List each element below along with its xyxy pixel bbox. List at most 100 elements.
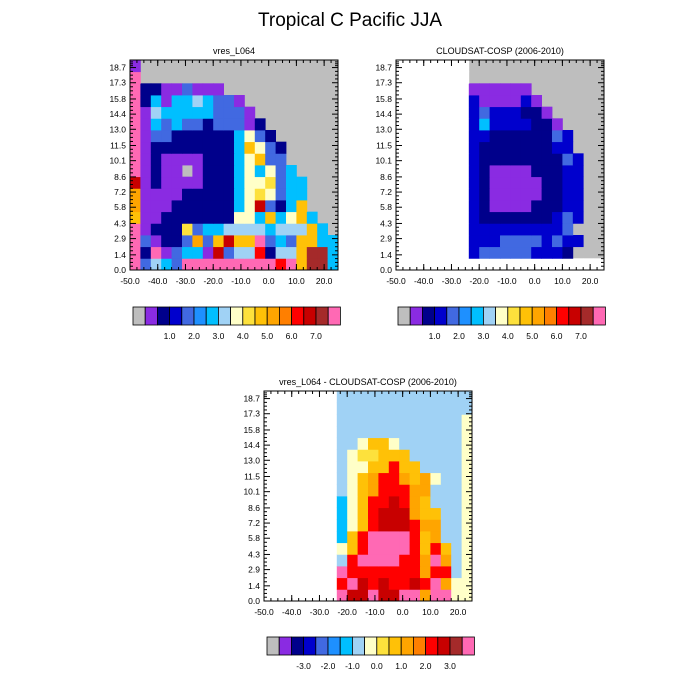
heatmap-cell <box>378 519 390 532</box>
colorbar-box <box>495 306 509 326</box>
heatmap-cell <box>202 83 214 96</box>
heatmap-cell <box>244 118 256 131</box>
heatmap-cell <box>368 391 379 404</box>
heatmap-cell <box>409 531 421 544</box>
heatmap-cell <box>171 165 183 178</box>
heatmap-cell <box>461 414 473 427</box>
heatmap-cell <box>427 106 438 119</box>
heatmap-cell <box>388 437 400 450</box>
colorbar-box <box>169 306 183 326</box>
y-tick-label: 8.6 <box>114 172 126 182</box>
heatmap-cell <box>552 246 563 259</box>
heatmap-cell <box>448 188 459 201</box>
heatmap-cell <box>182 118 193 131</box>
heatmap-cell <box>531 165 542 178</box>
heatmap-cell <box>531 200 542 213</box>
heatmap-cell <box>489 223 501 236</box>
colorbar-box <box>446 306 460 326</box>
heatmap-cell <box>451 449 462 462</box>
heatmap-cell <box>254 211 266 224</box>
heatmap-cell <box>416 246 428 259</box>
heatmap-cell <box>234 200 245 213</box>
heatmap-cell <box>500 130 511 143</box>
heatmap-cell <box>296 235 308 248</box>
x-tick-label: 20.0 <box>582 276 599 286</box>
heatmap-cell <box>416 71 428 84</box>
heatmap-cell <box>223 165 235 178</box>
heatmap-cell <box>489 200 501 213</box>
heatmap-cell <box>416 141 428 154</box>
heatmap-cell <box>357 577 369 590</box>
heatmap-cell <box>388 519 400 532</box>
heatmap-cell <box>347 577 358 590</box>
heatmap-cell <box>437 246 449 259</box>
heatmap-cell <box>357 519 369 532</box>
heatmap-cell <box>130 165 141 178</box>
y-tick-label: 11.5 <box>244 472 260 482</box>
heatmap-cell <box>378 589 390 602</box>
heatmap-cell <box>357 484 369 497</box>
heatmap-cell <box>347 414 358 427</box>
heatmap-cell <box>378 484 390 497</box>
heatmap-cell <box>347 554 358 567</box>
x-tick-label: -10.0 <box>231 276 251 286</box>
heatmap-cell <box>552 188 563 201</box>
colorbar-box <box>315 306 329 326</box>
heatmap-cell <box>388 554 400 567</box>
heatmap-cell <box>161 211 172 224</box>
heatmap-cell <box>552 223 563 236</box>
heatmap-cell <box>562 211 574 224</box>
heatmap-cell <box>437 130 449 143</box>
heatmap-cell <box>182 106 193 119</box>
heatmap-cell <box>347 449 358 462</box>
heatmap-cell <box>396 141 407 154</box>
heatmap-cell <box>368 496 379 509</box>
heatmap-cell <box>479 223 490 236</box>
heatmap-cell <box>140 246 152 259</box>
heatmap-cell <box>286 200 297 213</box>
heatmap-cell <box>430 589 442 602</box>
heatmap-cell <box>357 472 369 485</box>
heatmap-cell <box>368 484 379 497</box>
y-tick-label: 17.3 <box>375 78 392 88</box>
heatmap-cell <box>430 461 442 474</box>
colorbar-label: 4.0 <box>502 331 514 341</box>
heatmap-cell <box>234 95 245 108</box>
heatmap-cell <box>458 235 470 248</box>
heatmap-cells <box>396 60 605 271</box>
heatmap-cell <box>451 577 462 590</box>
heatmap-cell <box>479 153 490 166</box>
heatmap-cell <box>150 211 162 224</box>
heatmap-cell <box>541 106 553 119</box>
heatmap-cell <box>336 496 348 509</box>
heatmap-cell <box>336 542 348 555</box>
heatmap-cell <box>213 106 224 119</box>
heatmap-cell <box>468 200 480 213</box>
colorbar-label: 2.0 <box>188 331 200 341</box>
heatmap-cell <box>572 258 584 271</box>
heatmap-cell <box>479 246 490 259</box>
heatmap-cell <box>552 200 563 213</box>
heatmap-cell <box>489 211 501 224</box>
heatmap-cell <box>572 176 584 189</box>
heatmap-cell <box>510 258 522 271</box>
heatmap-cell <box>500 258 511 271</box>
heatmap-cell <box>275 235 287 248</box>
heatmap-cell <box>140 235 152 248</box>
x-tick-label: -10.0 <box>365 607 385 617</box>
heatmap-cell <box>430 531 442 544</box>
heatmap-cell <box>440 589 452 602</box>
heatmap-cell <box>368 577 379 590</box>
heatmap-cell <box>420 402 431 415</box>
heatmap-cell <box>510 83 522 96</box>
heatmap-cell <box>161 141 172 154</box>
y-tick-label: 15.8 <box>375 94 392 104</box>
heatmap-cell <box>541 141 553 154</box>
heatmap-cell <box>427 246 438 259</box>
heatmap-cell <box>357 554 369 567</box>
heatmap-cell <box>388 402 400 415</box>
heatmap-cell <box>427 71 438 84</box>
heatmap-cell <box>378 542 390 555</box>
heatmap-cell <box>451 426 462 439</box>
heatmap-cell <box>161 95 172 108</box>
